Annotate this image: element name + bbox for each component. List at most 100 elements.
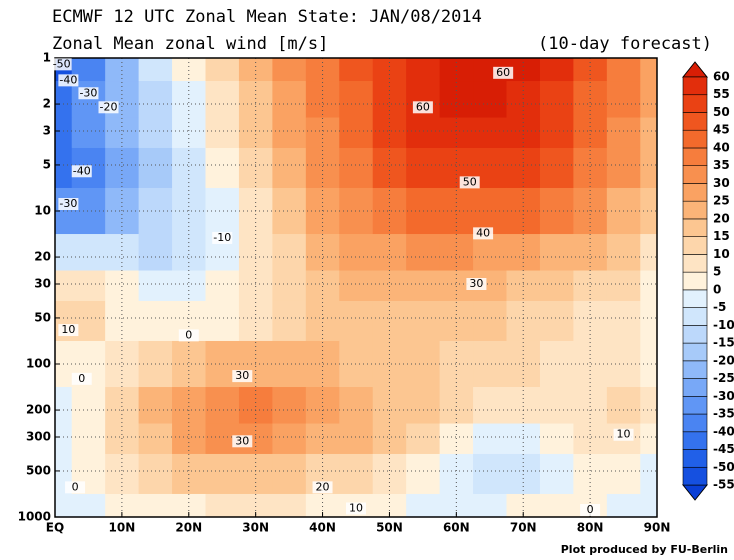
y-tick-label: 5 (43, 157, 51, 171)
field-cell (305, 493, 340, 518)
field-cell (439, 493, 474, 518)
colorbar-label: 20 (713, 211, 730, 225)
field-cell (573, 270, 608, 302)
field-cell (539, 423, 574, 455)
field-cell (506, 387, 541, 425)
field-cell (238, 58, 273, 82)
field-cell (339, 187, 374, 235)
contour-label-bg (51, 58, 72, 71)
field-cell (372, 387, 407, 425)
contour-label-bg (71, 372, 92, 385)
field-cell (473, 117, 507, 149)
field-cell (473, 234, 507, 272)
field-cell (506, 58, 541, 82)
field-cell (640, 300, 658, 342)
field-cell (473, 187, 507, 235)
field-cell (606, 387, 641, 425)
field-cell (339, 300, 374, 342)
contour-label: 10 (61, 323, 75, 336)
y-tick-label: 10 (34, 204, 51, 218)
field-cell (105, 58, 140, 82)
colorbar-box (682, 254, 708, 273)
colorbar-box (682, 94, 708, 113)
field-cell (339, 58, 374, 82)
field-cell (272, 81, 307, 119)
field-cell (138, 117, 173, 149)
contour-label: 30 (235, 369, 249, 382)
field-cell (406, 300, 441, 342)
field-cell (305, 387, 340, 425)
field-cell (539, 117, 574, 149)
colorbar-box (682, 165, 708, 184)
y-tick-label: 200 (26, 403, 51, 417)
contour-label: -20 (100, 100, 118, 113)
field-cell (406, 270, 441, 302)
colorbar-label: -30 (713, 389, 734, 403)
field-cell (105, 234, 140, 272)
field-cell (238, 387, 273, 425)
colorbar-label: -35 (713, 407, 734, 421)
contour-label-bg (58, 197, 79, 210)
contour-label: -30 (59, 197, 77, 210)
field-cell (138, 147, 173, 189)
field-cell (71, 387, 106, 425)
contour-label: 30 (235, 434, 249, 447)
contour-label: -50 (53, 57, 71, 70)
colorbar-label: 10 (713, 247, 730, 261)
contour-label-bg (459, 176, 480, 189)
contour-label-bg (58, 74, 79, 87)
field-cell (138, 453, 173, 495)
colorbar-label: 30 (713, 176, 730, 190)
contour-label-bg (65, 481, 86, 494)
colorbar-box (682, 129, 708, 149)
field-cell (339, 234, 374, 272)
field-cell (439, 234, 474, 272)
field-cell (238, 493, 273, 518)
field-cell (473, 387, 507, 425)
field-cell (372, 300, 407, 342)
field-cell (55, 423, 73, 455)
colorbar-box (682, 147, 708, 166)
colorbar-bottom (681, 484, 709, 501)
field-cell (539, 187, 574, 235)
field-cell (138, 387, 173, 425)
field-cell (640, 117, 658, 149)
field-cell (272, 387, 307, 425)
field-cell (172, 81, 206, 119)
field-cell (506, 493, 541, 518)
colorbar-label: 50 (713, 105, 730, 119)
field-cell (138, 58, 173, 82)
colorbar-box (682, 218, 708, 237)
field-cell (539, 58, 574, 82)
field-cell (172, 387, 206, 425)
contour-label-bg (346, 502, 366, 515)
field (55, 58, 658, 518)
field-cell (305, 340, 340, 388)
field-cell (406, 117, 441, 149)
y-tick-label: 50 (34, 310, 51, 324)
field-cell (339, 147, 374, 189)
field-cell (640, 423, 658, 455)
contour-label: 10 (617, 428, 631, 441)
contour-label: -30 (79, 86, 97, 99)
field-cell (372, 340, 407, 388)
field-cell (473, 340, 507, 388)
colorbar-box (682, 76, 708, 96)
field-cell (205, 81, 240, 119)
field-cell (439, 58, 474, 82)
field-cell (606, 453, 641, 495)
field-cell (573, 58, 608, 82)
field-cell (640, 187, 658, 235)
field-cell (272, 58, 307, 82)
colorbar-box (682, 413, 708, 433)
x-tick-label: 70N (510, 521, 537, 535)
field-cell (272, 423, 307, 455)
field-cell (606, 58, 641, 82)
field-cell (272, 187, 307, 235)
field-cell (339, 270, 374, 302)
field-cell (539, 147, 574, 189)
contour-label: 60 (416, 100, 430, 113)
colorbar-box (682, 325, 708, 344)
y-tick-label: 20 (34, 250, 51, 264)
credit: Plot produced by FU-Berlin (561, 543, 728, 556)
